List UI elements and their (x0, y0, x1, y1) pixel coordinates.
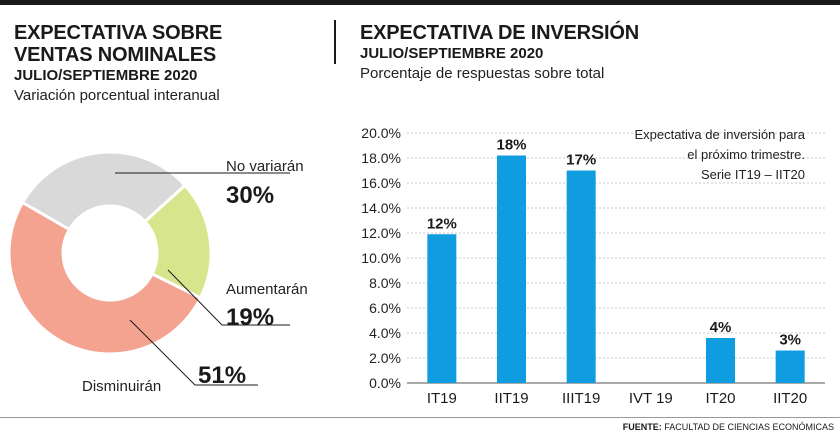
bar-iiit19 (566, 170, 596, 383)
chart-note-line1: Expectativa de inversión para (634, 127, 805, 142)
inversion-title: EXPECTATIVA DE INVERSIÓN (360, 22, 639, 44)
x-tick-label: IIIT19 (562, 390, 600, 407)
bar-iit20 (775, 350, 805, 383)
bar-data-label: 3% (779, 332, 801, 349)
ventas-description: Variación porcentual interanual (14, 87, 220, 104)
footer-source: FUENTE: FACULTAD DE CIENCIAS ECONÓMICAS (623, 422, 834, 432)
slice-label-no-variaran: No variarán (226, 158, 304, 175)
y-tick-label: 12.0% (361, 225, 401, 241)
x-tick-label: IIT19 (494, 390, 528, 407)
slice-value-aumentaran: 19% (226, 304, 274, 331)
x-tick-label: IT19 (427, 390, 457, 407)
y-tick-label: 14.0% (361, 200, 401, 216)
ventas-title-line1: EXPECTATIVA SOBRE (14, 22, 223, 44)
x-tick-label: IVT 19 (629, 390, 673, 407)
donut-slice-aumentar-n (142, 183, 213, 300)
inversion-description: Porcentaje de respuestas sobre total (360, 65, 605, 82)
donut-slice-disminuir-n (7, 200, 203, 356)
footer-rule (0, 417, 840, 418)
donut-slice-no-variar-n (20, 150, 188, 232)
ventas-panel: EXPECTATIVA SOBRE VENTAS NOMINALES JULIO… (0, 5, 330, 415)
y-tick-label: 8.0% (369, 275, 401, 291)
slice-value-no-variaran: 30% (226, 182, 274, 209)
leader-line-aumentaran (167, 269, 290, 326)
bar-data-label: 4% (710, 319, 732, 336)
bar-it20 (706, 338, 735, 383)
bar-it19 (427, 234, 457, 383)
y-tick-label: 0.0% (369, 375, 401, 391)
y-tick-label: 20.0% (361, 125, 401, 141)
slice-label-aumentaran: Aumentarán (226, 281, 308, 298)
chart-note-line3: Serie IT19 – IIT20 (701, 167, 805, 182)
bar-data-label: 12% (427, 215, 457, 232)
y-tick-label: 18.0% (361, 150, 401, 166)
inversion-panel: EXPECTATIVA DE INVERSIÓN JULIO/SEPTIEMBR… (340, 5, 840, 415)
x-tick-label: IIT20 (773, 390, 807, 407)
bar-data-label: 17% (566, 152, 596, 169)
footer-label: FUENTE: (622, 422, 662, 432)
ventas-period: JULIO/SEPTIEMBRE 2020 (14, 67, 198, 84)
panel-divider (334, 20, 336, 64)
inversion-period: JULIO/SEPTIEMBRE 2020 (360, 45, 544, 62)
bar-chart: 0.0% 2.0% 4.0% 6.0% 8.0% 10.0% 12.0% 14.0% 16.0%… (361, 125, 825, 407)
bar-data-label: 18% (496, 137, 526, 154)
bar-iit19 (497, 155, 526, 383)
y-tick-label: 2.0% (369, 350, 401, 366)
y-tick-label: 16.0% (361, 175, 401, 191)
footer-source-text: FACULTAD DE CIENCIAS ECONÓMICAS (664, 422, 834, 432)
slice-label-disminuiran: Disminuirán (82, 378, 161, 395)
ventas-title-line2: VENTAS NOMINALES (14, 44, 216, 66)
leader-line-disminuiran (129, 319, 258, 386)
y-tick-label: 6.0% (369, 300, 401, 316)
slice-value-disminuiran: 51% (198, 362, 246, 389)
donut-chart: No variarán 30% Aumentarán 19% Disminuir… (7, 150, 308, 395)
y-tick-label: 10.0% (361, 250, 401, 266)
ventas-title: EXPECTATIVA SOBRE VENTAS NOMINALES (14, 22, 222, 66)
top-rule (0, 0, 840, 5)
x-tick-label: IT20 (705, 390, 735, 407)
y-tick-label: 4.0% (369, 325, 401, 341)
chart-note-line2: el próximo trimestre. (687, 147, 805, 162)
